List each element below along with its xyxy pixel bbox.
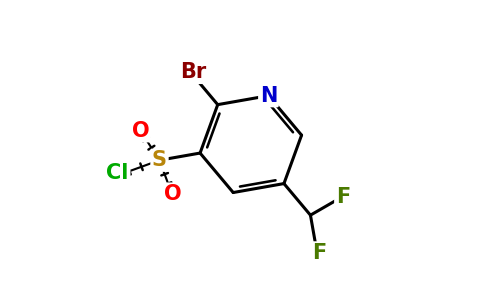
Text: F: F <box>336 188 350 208</box>
Text: Cl: Cl <box>106 163 129 183</box>
Text: F: F <box>312 243 326 263</box>
Text: N: N <box>260 86 277 106</box>
Text: Br: Br <box>180 62 206 82</box>
Text: O: O <box>132 121 149 141</box>
Text: O: O <box>164 184 182 204</box>
Text: S: S <box>152 150 167 170</box>
